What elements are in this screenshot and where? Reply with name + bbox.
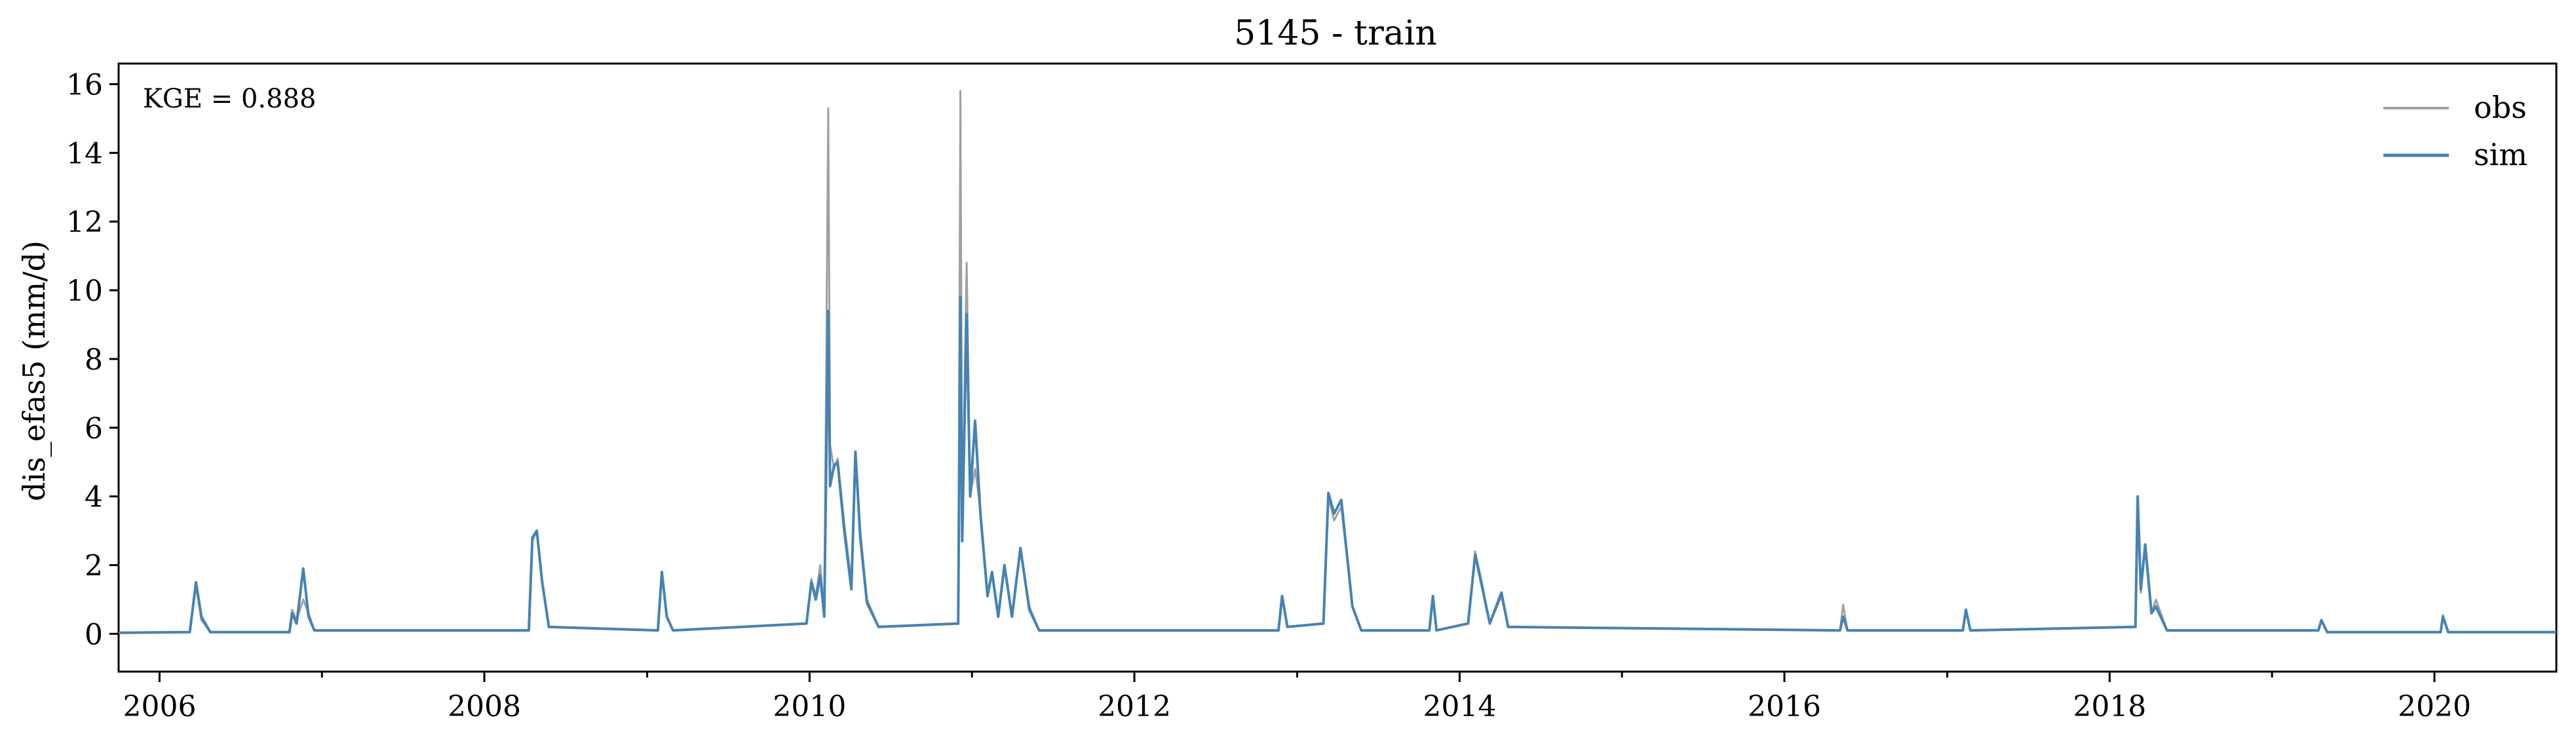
series-layer bbox=[118, 90, 2556, 634]
x-tick-label: 2016 bbox=[1748, 690, 1821, 723]
x-tick-label: 2006 bbox=[123, 690, 196, 723]
series-obs-line bbox=[118, 90, 2556, 634]
series-sim-line bbox=[118, 296, 2556, 634]
y-tick-label: 4 bbox=[85, 481, 103, 514]
x-axis: 2006 2008 2010 2012 2014 2016 2018 2020 bbox=[123, 672, 2471, 723]
y-axis: 0 2 4 6 8 10 12 14 16 bbox=[66, 68, 119, 651]
x-tick-label: 2018 bbox=[2073, 690, 2146, 723]
x-tick-label: 2008 bbox=[448, 690, 521, 723]
plot-frame bbox=[117, 62, 2558, 673]
y-tick-label: 8 bbox=[85, 343, 103, 377]
x-tick-label: 2014 bbox=[1423, 690, 1496, 723]
y-tick-label: 14 bbox=[66, 137, 103, 170]
y-tick-label: 12 bbox=[66, 206, 103, 239]
chart-title: 5145 - train bbox=[1234, 14, 1437, 53]
y-tick-label: 2 bbox=[85, 549, 103, 583]
y-axis-label: dis_efas5 (mm/d) bbox=[16, 240, 52, 501]
x-tick-label: 2012 bbox=[1098, 690, 1171, 723]
legend-obs-label: obs bbox=[2474, 90, 2527, 125]
legend: obs sim bbox=[2383, 90, 2528, 172]
kge-annotation: KGE = 0.888 bbox=[143, 84, 317, 114]
y-tick-label: 0 bbox=[85, 618, 103, 651]
y-tick-label: 10 bbox=[66, 275, 103, 308]
x-tick-label: 2010 bbox=[773, 690, 846, 723]
legend-sim-label: sim bbox=[2474, 137, 2528, 172]
y-tick-label: 6 bbox=[85, 412, 103, 446]
y-tick-label: 16 bbox=[66, 68, 103, 102]
x-tick-label: 2020 bbox=[2398, 690, 2471, 723]
